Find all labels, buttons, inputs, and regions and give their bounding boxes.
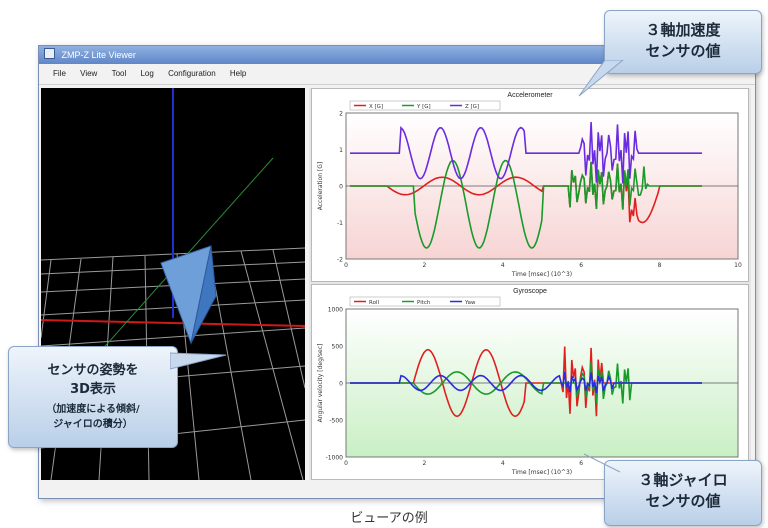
callout-accel-line2: センサの値 [645, 42, 721, 60]
callout-posture: センサの姿勢を 3D表示 （加速度による傾斜/ ジャイロの積分） [8, 346, 178, 448]
menu-view[interactable]: View [80, 69, 98, 78]
gyro-x-tick: 0 [344, 460, 348, 467]
gyroscope-title: Gyroscope [513, 288, 547, 295]
menu-log[interactable]: Log [140, 69, 154, 78]
callout-posture-line1: センサの姿勢を [47, 363, 139, 378]
callout-gyroscope: ３軸ジャイロ センサの値 [604, 460, 762, 526]
callout-accel-pointer [578, 60, 624, 97]
accel-series-0 [350, 161, 702, 224]
gyro-legend-box [349, 296, 501, 307]
gyro-y-tick: 1000 [328, 307, 343, 314]
accel-series-2 [350, 121, 702, 184]
accel-y-tick: -2 [337, 257, 343, 264]
accel-x-label: Time [msec] (10^3) [511, 271, 572, 278]
menu-help[interactable]: Help [229, 69, 247, 78]
accel-legend-label: Z [G] [465, 104, 479, 110]
accel-x-tick: 6 [579, 262, 583, 269]
gyro-x-tick: 4 [501, 460, 505, 467]
accel-y-tick: 1 [339, 147, 343, 154]
gyro-y-tick: -1000 [326, 455, 344, 462]
accel-series-1 [350, 159, 702, 249]
menu-configuration[interactable]: Configuration [168, 69, 216, 78]
charts-area: Accelerometer 2 1 0 -1 -2 0 2 4 6 8 10 Time [msec] … [309, 88, 751, 480]
callout-gyro-pointer [583, 453, 621, 473]
callout-posture-sub2: ジャイロの積分） [53, 419, 133, 430]
accel-legend-label: X [G] [369, 104, 383, 110]
accelerometer-title: Accelerometer [507, 92, 553, 99]
menu-file[interactable]: File [53, 69, 66, 78]
accel-x-tick: 4 [501, 262, 505, 269]
callout-accel-line1: ３軸加速度 [645, 21, 721, 39]
accel-legend-label: Y [G] [416, 104, 431, 110]
sensor-posture-model [160, 245, 217, 345]
accelerometer-panel: Accelerometer 2 1 0 -1 -2 0 2 4 6 8 10 Time [msec] … [311, 88, 749, 282]
x-axis-line [40, 319, 306, 327]
accel-y-tick: 2 [339, 111, 343, 118]
gyro-x-tick: 2 [422, 460, 426, 467]
gyro-series-2 [350, 371, 702, 394]
accel-x-tick: 2 [422, 262, 426, 269]
callout-posture-line2: 3D表示 [70, 382, 116, 397]
accel-legend-box [349, 100, 501, 111]
gyro-legend-label: Roll [369, 300, 379, 306]
gyro-y-tick: -500 [329, 418, 343, 425]
gyro-y-label: Angular velocity [deg/sec] [317, 344, 324, 423]
gyro-y-tick: 0 [339, 381, 343, 388]
gyro-y-tick: 500 [332, 344, 344, 351]
accel-x-tick: 10 [734, 262, 742, 269]
accel-x-tick: 8 [658, 262, 662, 269]
app-icon [44, 48, 55, 59]
menu-tool[interactable]: Tool [111, 69, 127, 78]
callout-posture-pointer [170, 352, 227, 370]
callout-accelerometer: ３軸加速度 センサの値 [604, 10, 762, 74]
gyro-x-label: Time [msec] (10^3) [511, 469, 572, 476]
accel-y-tick: -1 [337, 220, 343, 227]
gyro-legend-label: Yaw [464, 300, 476, 306]
callout-gyro-line1: ３軸ジャイロ [638, 471, 728, 489]
callout-posture-sub1: （加速度による傾斜/ [46, 404, 140, 415]
accel-x-tick: 0 [344, 262, 348, 269]
callout-gyro-line2: センサの値 [645, 492, 721, 510]
title-bar: ZMP-Z Lite Viewer [39, 46, 755, 64]
accel-y-label: Acceleration [G] [317, 162, 324, 211]
figure-caption: ビューアの例 [350, 511, 428, 525]
menu-bar: File View Tool Log Configuration Help [39, 64, 755, 85]
gyro-legend-label: Pitch [417, 300, 431, 306]
accel-y-tick: 0 [339, 184, 343, 191]
gyro-x-tick: 6 [579, 460, 583, 467]
window-title: ZMP-Z Lite Viewer [61, 50, 136, 60]
